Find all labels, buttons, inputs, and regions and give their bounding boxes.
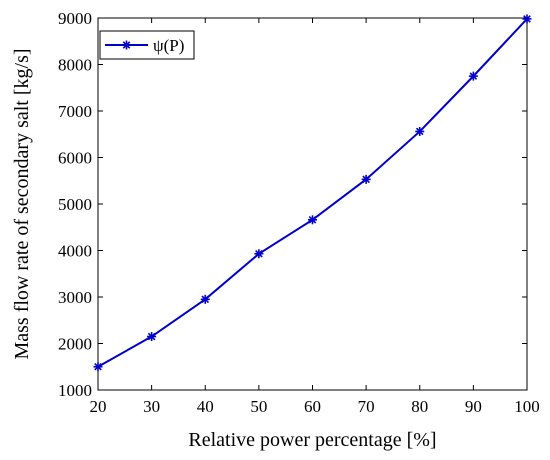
data-point-marker	[522, 14, 532, 24]
x-axis-ticks: 20 30 40 50 60 70 80 90 100	[90, 18, 540, 416]
x-tick-label: 70	[358, 397, 375, 416]
series-layer	[93, 14, 532, 372]
x-tick-label: 50	[250, 397, 267, 416]
x-tick-label: 20	[90, 397, 107, 416]
data-point-marker	[147, 332, 157, 342]
x-axis-label: Relative power percentage [%]	[188, 429, 436, 451]
legend: ψ(P)	[99, 30, 195, 60]
x-tick-label: 60	[304, 397, 321, 416]
data-point-marker	[361, 174, 371, 184]
plot-area	[97, 17, 528, 391]
y-tick-label: 7000	[58, 102, 92, 121]
x-tick-label: 90	[465, 397, 482, 416]
legend-marker-icon	[122, 40, 131, 50]
data-point-marker	[200, 294, 210, 304]
x-tick-label: 40	[197, 397, 214, 416]
y-axis-label: Mass flow rate of secondary salt [kg/s]	[11, 48, 33, 359]
y-tick-label: 2000	[58, 335, 92, 354]
y-tick-label: 5000	[58, 195, 92, 214]
x-tick-label: 30	[143, 397, 160, 416]
data-point-marker	[415, 126, 425, 136]
plot-frame	[97, 17, 528, 391]
y-tick-label: 9000	[58, 9, 92, 28]
x-tick-label: 100	[514, 397, 540, 416]
data-point-marker	[308, 215, 317, 225]
legend-asterisk	[122, 40, 131, 50]
y-tick-label: 3000	[58, 288, 92, 307]
y-tick-label: 8000	[58, 56, 92, 75]
y-tick-label: 6000	[58, 149, 92, 168]
series-line-0	[97, 18, 528, 368]
data-point-marker	[93, 362, 103, 372]
data-point-marker	[468, 71, 478, 81]
data-point-marker	[254, 249, 264, 259]
y-tick-label: 4000	[58, 242, 92, 261]
x-tick-label: 80	[411, 397, 428, 416]
y-axis-ticks: 1000 2000 3000 4000 5000 6000 7000 8000 9000	[58, 9, 527, 400]
y-tick-label: 1000	[58, 381, 92, 400]
legend-entry-psi: ψ(P)	[153, 36, 184, 55]
